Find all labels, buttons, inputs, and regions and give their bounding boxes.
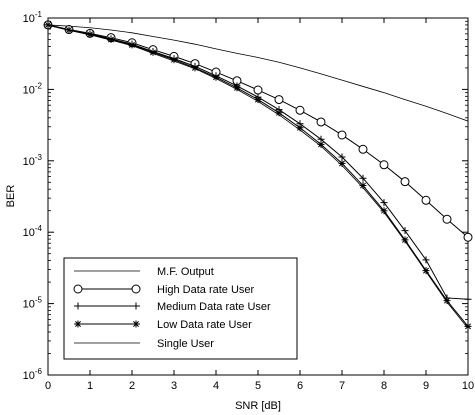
y-axis-label: BER (5, 185, 17, 208)
y-tick-base: 10 (23, 13, 35, 25)
legend-label: High Data rate User (157, 284, 255, 296)
data-point (86, 30, 94, 38)
data-point (337, 130, 347, 140)
x-tick-label: 0 (45, 380, 51, 392)
x-tick-label: 7 (339, 380, 345, 392)
data-point (380, 199, 388, 207)
x-tick-label: 3 (171, 380, 177, 392)
y-tick-base: 10 (23, 84, 35, 96)
legend-marker (74, 320, 82, 328)
data-point (275, 109, 283, 117)
legend-marker (132, 302, 140, 310)
data-point (464, 295, 472, 303)
legend-label: Low Data rate User (157, 319, 252, 331)
data-point (274, 95, 284, 105)
x-tick-label: 5 (255, 380, 261, 392)
data-point (316, 117, 326, 127)
y-tick-label: 10-3 (23, 153, 43, 168)
y-tick-label: 10-1 (23, 10, 43, 25)
data-point (463, 232, 473, 242)
legend-marker (132, 320, 140, 328)
data-point (149, 48, 157, 56)
data-point (107, 35, 115, 43)
data-point (422, 267, 430, 275)
data-point (295, 105, 305, 115)
legend: M.F. Output High Data rate User Medium Dat… (63, 257, 298, 360)
data-point (358, 144, 368, 154)
legend-marker (131, 284, 141, 294)
x-tick-label: 9 (423, 380, 429, 392)
data-point (317, 140, 325, 148)
series-circle-1 (43, 20, 473, 242)
data-point (359, 174, 367, 182)
data-point (379, 160, 389, 170)
data-point (191, 64, 199, 72)
series-group (43, 20, 473, 330)
data-point (380, 207, 388, 215)
data-point (359, 182, 367, 190)
data-point (443, 297, 451, 305)
y-tick-label: 10-6 (23, 367, 43, 382)
data-point (338, 153, 346, 161)
x-tick-label: 1 (87, 380, 93, 392)
x-tick-label: 2 (129, 380, 135, 392)
data-point (253, 85, 263, 95)
series-line (47, 24, 469, 238)
y-tick-label: 10-5 (23, 296, 43, 311)
series-none-0 (47, 24, 469, 122)
data-point (400, 177, 410, 187)
y-tick-exponent: -5 (35, 296, 43, 305)
data-point (212, 73, 220, 81)
data-point (128, 41, 136, 49)
series-none-4 (47, 24, 469, 329)
data-point (44, 21, 52, 29)
data-point (338, 159, 346, 167)
x-axis-label: SNR [dB] (235, 400, 281, 412)
x-tick-label: 6 (297, 380, 303, 392)
data-point (421, 195, 431, 205)
data-point (233, 84, 241, 92)
data-point (170, 56, 178, 64)
legend-marker (73, 284, 83, 294)
legend-marker (74, 302, 82, 310)
x-tick-label: 8 (381, 380, 387, 392)
data-point (464, 322, 472, 330)
data-point (422, 256, 430, 264)
legend-label: Medium Data rate User (157, 301, 271, 313)
y-tick-label: 10-2 (23, 81, 43, 96)
y-tick-base: 10 (23, 370, 35, 382)
series-line (47, 24, 469, 122)
legend-label: Single User (157, 338, 214, 350)
y-tick-exponent: -3 (35, 153, 43, 162)
y-tick-exponent: -4 (35, 224, 43, 233)
series-star-3 (44, 21, 472, 330)
x-tick-label: 4 (213, 380, 219, 392)
legend-box (63, 257, 298, 360)
y-tick-exponent: -6 (35, 367, 43, 376)
data-point (401, 227, 409, 235)
y-tick-exponent: -2 (35, 81, 43, 90)
x-tick-label: 10 (462, 380, 474, 392)
data-point (254, 96, 262, 104)
legend-label: M.F. Output (157, 266, 214, 278)
series-line (47, 24, 469, 329)
y-tick-base: 10 (23, 156, 35, 168)
y-tick-label: 10-4 (23, 224, 43, 239)
data-point (65, 26, 73, 34)
data-point (296, 124, 304, 132)
data-point (442, 214, 452, 224)
y-tick-base: 10 (23, 299, 35, 311)
data-point (401, 236, 409, 244)
y-tick-base: 10 (23, 227, 35, 239)
y-tick-exponent: -1 (35, 10, 43, 19)
